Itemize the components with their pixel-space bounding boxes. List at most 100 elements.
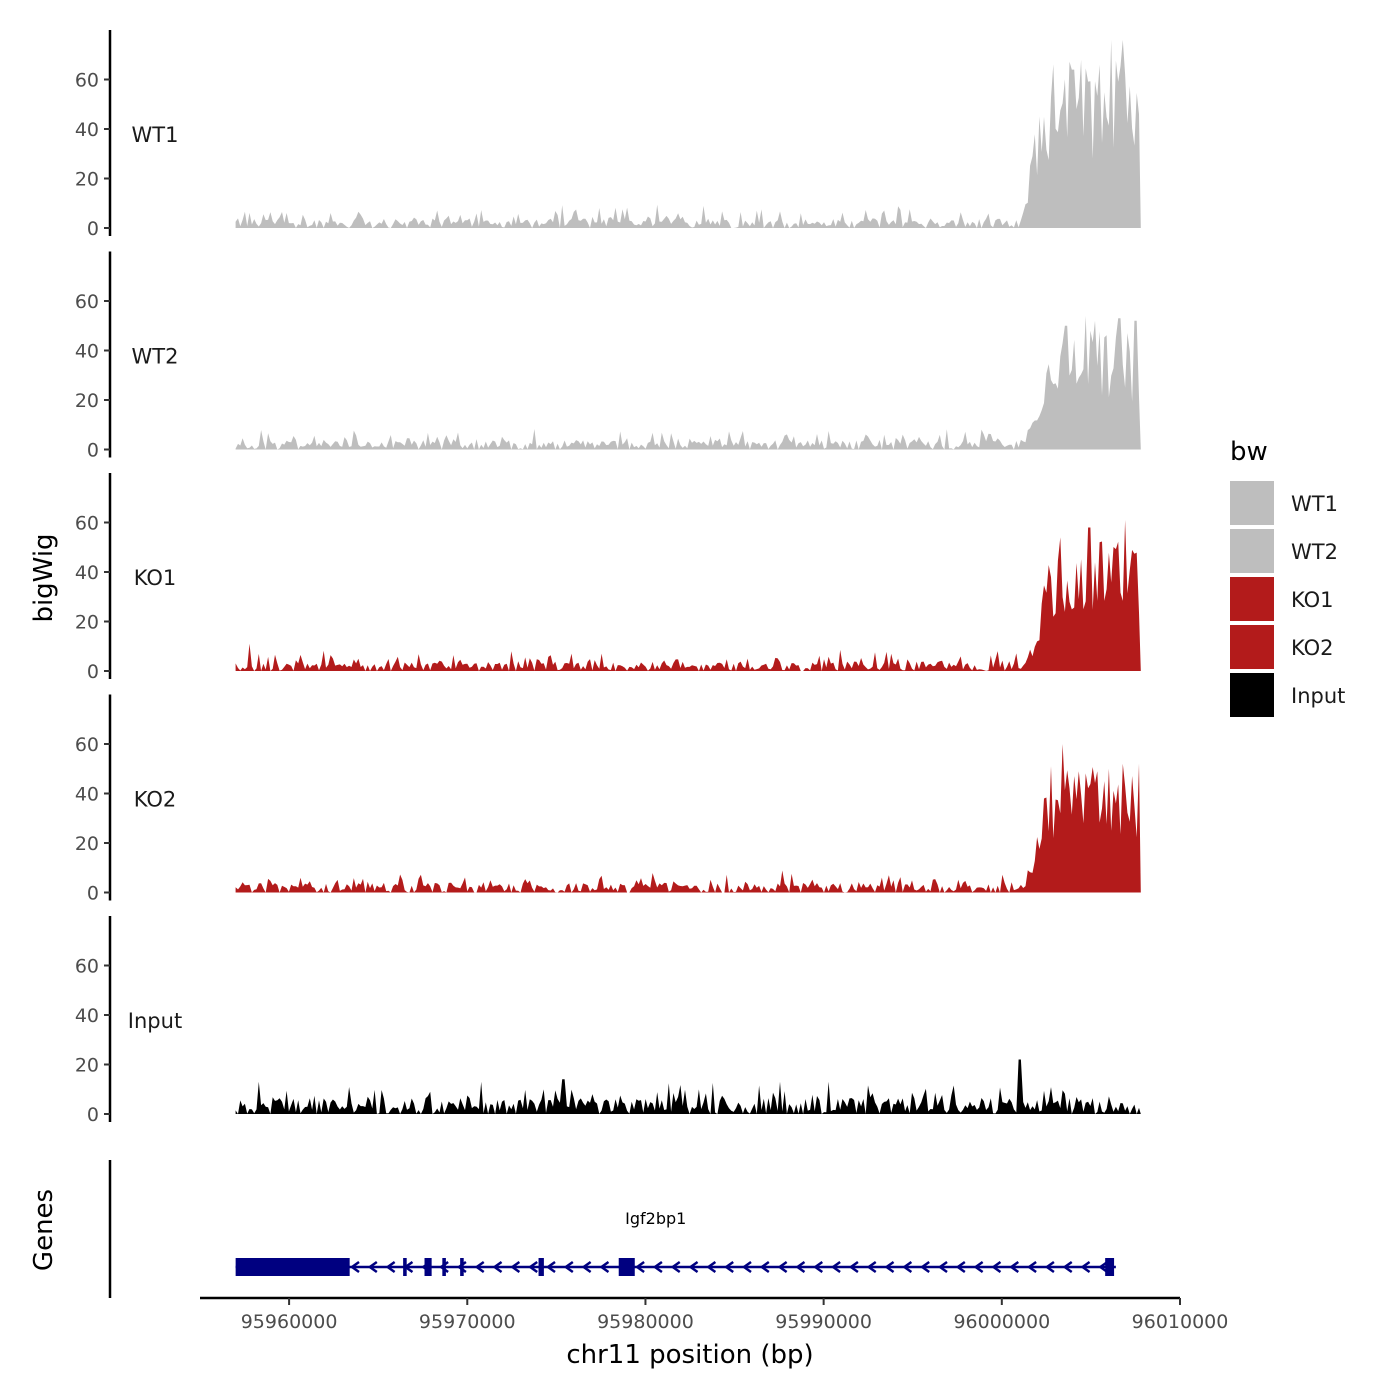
strand-chevron <box>599 1260 610 1274</box>
y-tick-label: 20 <box>75 612 99 634</box>
y-tick-label: 20 <box>75 833 99 855</box>
strand-chevron <box>706 1260 717 1274</box>
x-tick-label: 96010000 <box>1132 1311 1229 1333</box>
strand-chevron <box>848 1260 859 1274</box>
strand-chevron <box>759 1260 770 1274</box>
y-tick-label: 40 <box>75 1005 99 1027</box>
strand-chevron <box>741 1260 752 1274</box>
y-tick-label: 0 <box>87 440 99 462</box>
strand-chevron <box>866 1260 877 1274</box>
gene-exon <box>442 1258 446 1276</box>
track-label-ko2: KO2 <box>134 788 177 812</box>
gene-exon <box>424 1258 432 1276</box>
gene-exon <box>460 1258 464 1276</box>
strand-chevron <box>955 1260 966 1274</box>
strand-chevron <box>973 1260 984 1274</box>
strand-chevron <box>1026 1260 1037 1274</box>
gene-exon <box>618 1258 635 1276</box>
y-tick-label: 20 <box>75 169 99 191</box>
gene-label: Igf2bp1 <box>625 1209 686 1228</box>
strand-chevron <box>545 1260 556 1274</box>
track-input: 0 20 40 60 Input <box>75 916 1141 1126</box>
strand-chevron <box>920 1260 930 1274</box>
y-axis-title: bigWig <box>29 533 59 622</box>
track-label-input: Input <box>128 1009 182 1033</box>
strand-chevron <box>563 1260 574 1274</box>
signal-tracks: 0 20 40 60 WT1 0 20 40 60 WT2 0 20 40 60 KO1 0 20 40 60 KO2… <box>75 30 1141 1126</box>
y-tick-label: 40 <box>75 119 99 141</box>
x-tick-label: 96000000 <box>953 1311 1050 1333</box>
signal-area-ko2 <box>235 744 1141 893</box>
legend-label-ko1: KO1 <box>1291 588 1334 612</box>
strand-chevron <box>1009 1260 1020 1274</box>
legend: bw WT1 WT2 KO1 KO2 Input <box>1230 437 1345 717</box>
strand-chevron <box>1044 1260 1055 1274</box>
y-tick-label: 60 <box>75 956 99 978</box>
signal-area-ko1 <box>235 520 1141 671</box>
track-ko1: 0 20 40 60 KO1 <box>75 473 1141 683</box>
legend-key-ko1 <box>1230 577 1274 621</box>
strand-chevron <box>652 1260 663 1274</box>
strand-chevron <box>474 1260 485 1274</box>
strand-chevron <box>795 1260 806 1274</box>
legend-title: bw <box>1230 437 1268 467</box>
y-tick-label: 40 <box>75 341 99 363</box>
y-tick-label: 40 <box>75 562 99 584</box>
legend-label-ko2: KO2 <box>1291 636 1334 660</box>
legend-key-wt2 <box>1230 529 1274 573</box>
strand-chevron <box>670 1260 681 1274</box>
y-tick-label: 0 <box>87 883 99 905</box>
strand-chevron <box>830 1260 841 1274</box>
y-tick-label: 60 <box>75 291 99 313</box>
track-wt2: 0 20 40 60 WT2 <box>75 251 1141 462</box>
y-tick-label: 0 <box>87 218 99 240</box>
gene-track: Igf2bp1 <box>108 1160 1116 1298</box>
y-tick-label: 60 <box>75 70 99 92</box>
x-axis: 95960000 95970000 95980000 95990000 96000000… <box>200 1296 1229 1333</box>
legend-key-ko2 <box>1230 625 1274 669</box>
legend-key-wt1 <box>1230 481 1274 525</box>
x-tick-label: 95960000 <box>241 1311 338 1333</box>
strand-chevron <box>813 1260 824 1274</box>
x-tick-label: 95990000 <box>775 1311 872 1333</box>
x-axis-title: chr11 position (bp) <box>566 1340 813 1370</box>
legend-key-input <box>1230 673 1274 717</box>
track-ko2: 0 20 40 60 KO2 <box>75 694 1141 905</box>
track-wt1: 0 20 40 60 WT1 <box>75 30 1141 240</box>
y-tick-label: 60 <box>75 513 99 535</box>
legend-label-wt2: WT2 <box>1291 540 1338 564</box>
gene-exon <box>235 1258 350 1276</box>
strand-chevron <box>581 1260 592 1274</box>
x-tick-label: 95980000 <box>597 1311 694 1333</box>
strand-chevron <box>634 1260 645 1274</box>
y-tick-label: 0 <box>87 661 99 683</box>
strand-chevron <box>902 1260 913 1274</box>
gene-exon <box>403 1258 407 1276</box>
y-tick-label: 0 <box>87 1104 99 1126</box>
track-label-wt2: WT2 <box>132 345 179 369</box>
strand-chevron <box>884 1260 895 1274</box>
strand-chevron <box>367 1260 378 1274</box>
strand-chevron <box>385 1260 396 1274</box>
strand-chevron <box>492 1260 503 1274</box>
track-label-wt1: WT1 <box>132 123 179 147</box>
x-tick-label: 95970000 <box>419 1311 516 1333</box>
strand-chevron <box>528 1260 538 1274</box>
gene-exon <box>538 1258 544 1276</box>
signal-area-wt2 <box>235 315 1141 450</box>
track-label-ko1: KO1 <box>134 566 177 590</box>
strand-chevron <box>349 1260 360 1274</box>
y-tick-label: 60 <box>75 734 99 756</box>
signal-area-input <box>235 1059 1141 1114</box>
strand-chevron <box>688 1260 699 1274</box>
y-tick-label: 20 <box>75 1055 99 1077</box>
legend-label-wt1: WT1 <box>1291 492 1338 516</box>
y-tick-label: 40 <box>75 784 99 806</box>
signal-area-wt1 <box>235 39 1141 229</box>
gene-exon <box>1105 1258 1115 1276</box>
strand-chevron <box>991 1260 1002 1274</box>
strand-chevron <box>937 1260 948 1274</box>
strand-chevron <box>724 1260 734 1274</box>
genes-axis-title: Genes <box>29 1189 59 1271</box>
